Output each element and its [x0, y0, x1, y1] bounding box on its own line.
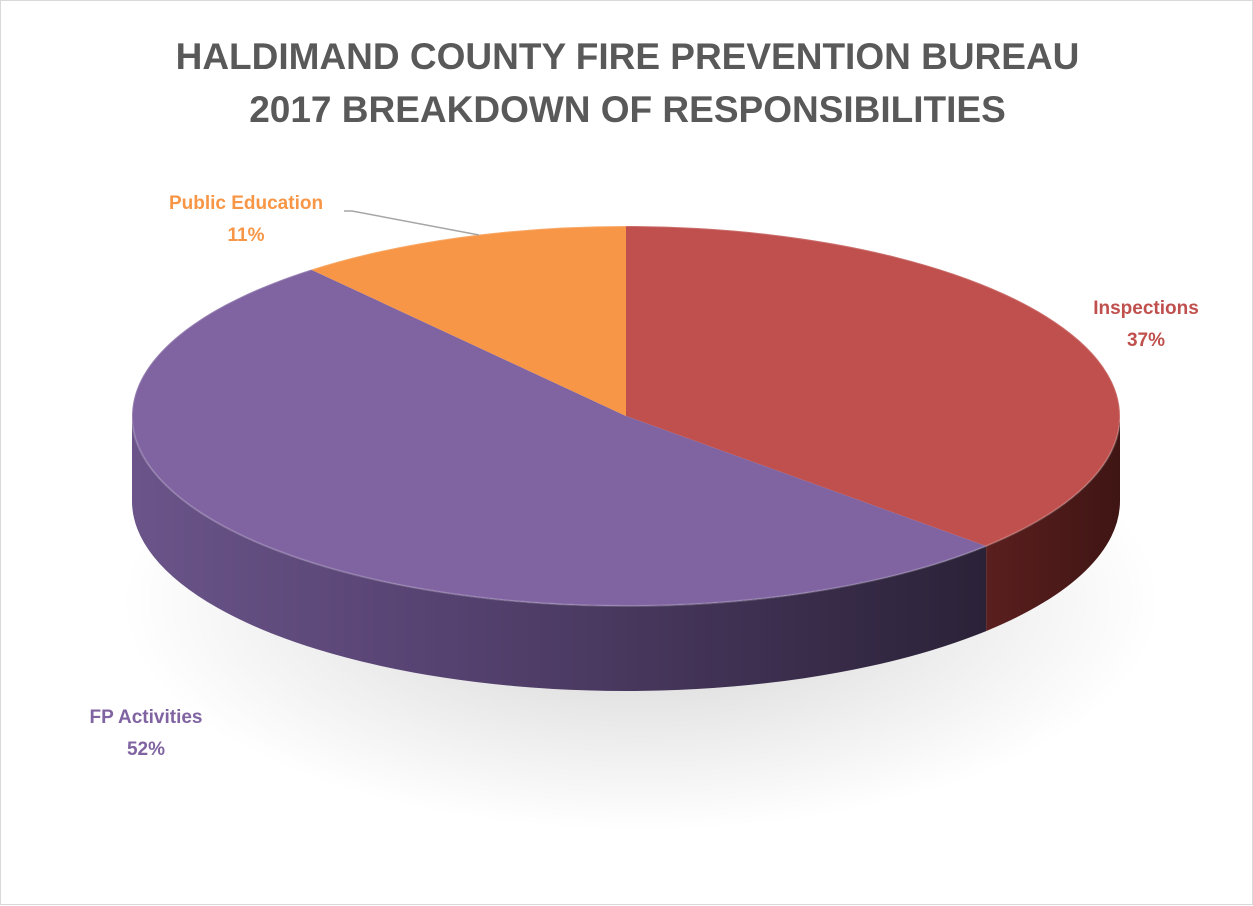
pie-slice-inspections	[626, 226, 1121, 547]
pie-sides	[132, 416, 1120, 692]
chart-subtitle: 2017 BREAKDOWN OF RESPONSIBILITIES	[249, 89, 1006, 130]
chart-title: HALDIMAND COUNTY FIRE PREVENTION BUREAU	[175, 36, 1080, 77]
pie-side-inspections	[986, 416, 1120, 632]
data-label-name-public-education: Public Education	[169, 193, 323, 214]
pie-side-fp-activities	[132, 416, 987, 692]
pie-slice-fp-activities	[132, 269, 987, 606]
data-label-percent-inspections: 37%	[1127, 330, 1165, 351]
pie-rim	[131, 225, 1121, 607]
pie-tops	[131, 225, 1121, 607]
leader-line-public-education	[344, 210, 480, 236]
pie-slice-public-education	[311, 226, 626, 416]
data-label-name-inspections: Inspections	[1093, 298, 1199, 319]
data-label-name-fp-activities: FP Activities	[90, 707, 203, 728]
data-label-percent-fp-activities: 52%	[127, 739, 165, 760]
pie-labels: Inspections 37% FP Activities 52% Public Edu…	[90, 193, 1199, 760]
data-label-percent-public-education: 11%	[228, 225, 265, 246]
